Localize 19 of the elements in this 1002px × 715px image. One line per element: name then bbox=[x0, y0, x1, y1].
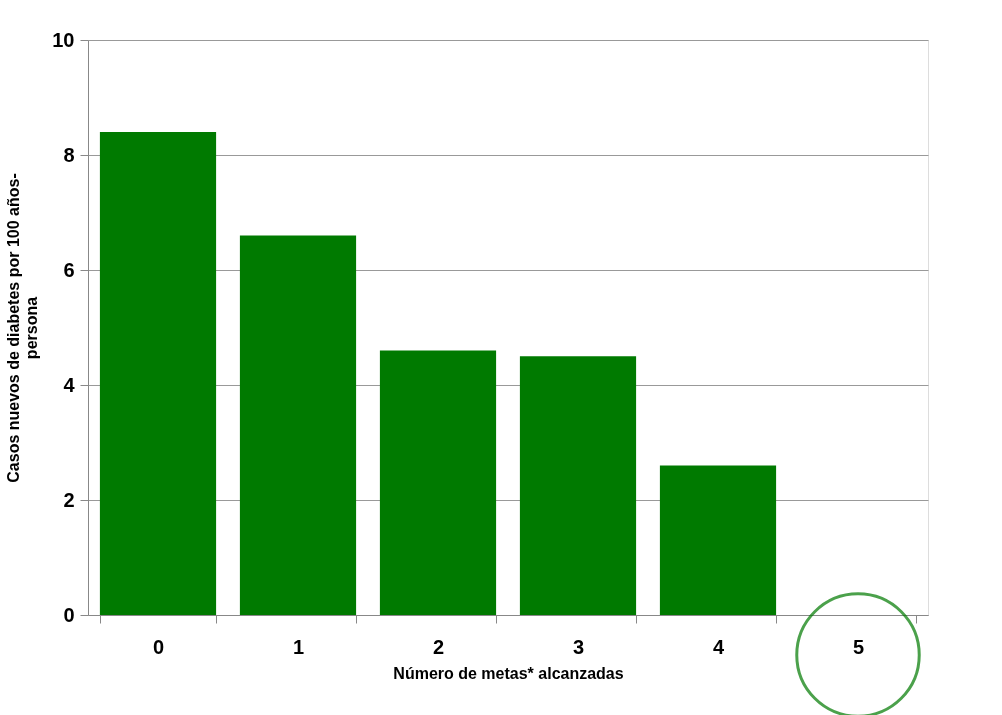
bar bbox=[379, 350, 497, 615]
bar bbox=[239, 235, 357, 615]
bar bbox=[659, 465, 777, 615]
x-tick-label: 3 bbox=[572, 635, 585, 658]
y-tick-label: 4 bbox=[63, 373, 76, 396]
x-axis-title: Número de metas* alcanzadas bbox=[393, 664, 624, 682]
y-tick-label: 6 bbox=[63, 258, 75, 281]
y-tick-label: 2 bbox=[63, 488, 75, 511]
bar bbox=[519, 356, 637, 615]
x-tick-label: 1 bbox=[292, 635, 305, 658]
y-tick-label: 0 bbox=[63, 603, 75, 626]
y-tick-label: 8 bbox=[63, 143, 75, 166]
x-tick-label: 2 bbox=[432, 635, 445, 658]
y-axis-title: Casos nuevos de diabetes por 100 años-persona bbox=[5, 173, 41, 483]
y-tick-label: 10 bbox=[52, 28, 75, 51]
bar bbox=[99, 132, 217, 615]
x-tick-label: 5 bbox=[852, 635, 865, 658]
x-tick-label: 0 bbox=[152, 635, 165, 658]
x-tick-label: 4 bbox=[712, 635, 725, 658]
